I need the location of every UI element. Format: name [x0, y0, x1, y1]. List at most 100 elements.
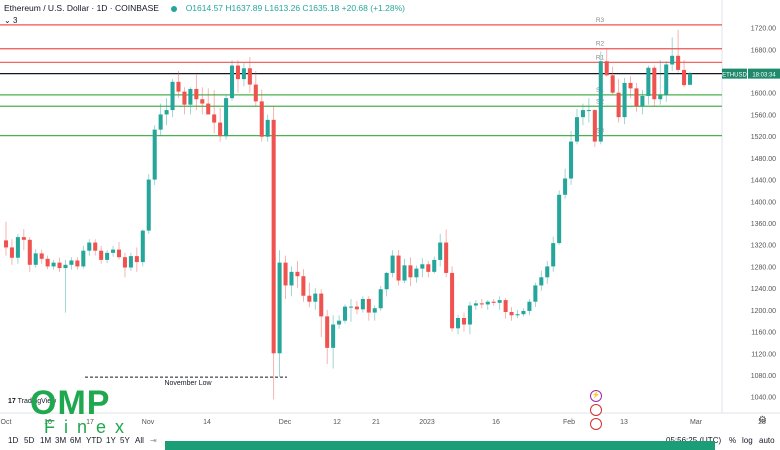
- logo-bottom-text: Finex: [44, 417, 134, 437]
- candle-body: [539, 277, 544, 286]
- candle-body: [527, 301, 532, 311]
- auto-scale-toggle[interactable]: auto: [759, 436, 775, 445]
- candle-body: [343, 306, 348, 321]
- candle-body: [229, 65, 235, 99]
- candle-body: [188, 88, 193, 105]
- settings-gear-icon[interactable]: ⚙: [758, 415, 767, 426]
- percent-scale-toggle[interactable]: %: [729, 436, 737, 445]
- x-tick-label: 21: [372, 419, 380, 426]
- candle-body: [51, 262, 56, 267]
- indicator-count: 3: [12, 16, 18, 25]
- candle-body: [580, 110, 585, 118]
- candle-body: [277, 262, 282, 354]
- candle-body: [497, 300, 502, 303]
- candle-body: [461, 318, 467, 325]
- candle-body: [194, 88, 199, 100]
- y-tick-label: 1280.00: [751, 264, 776, 271]
- timeframe-5y[interactable]: 5Y: [120, 436, 130, 445]
- x-tick-label: 25: [758, 419, 766, 426]
- candle-body: [444, 242, 449, 273]
- candle-body: [432, 259, 437, 272]
- log-scale-toggle[interactable]: log: [742, 436, 753, 445]
- y-tick-label: 1560.00: [751, 112, 776, 119]
- timeframe-1m[interactable]: 1M: [40, 436, 52, 445]
- candle-body: [450, 272, 455, 329]
- indicators-toggle[interactable]: ⌄ 3: [4, 16, 17, 25]
- candle-body: [218, 122, 223, 137]
- y-tick-label: 1440.00: [751, 178, 776, 185]
- date-range-icon[interactable]: ⇥: [150, 436, 157, 445]
- event-markers: ⚡: [590, 388, 602, 432]
- candle-body: [253, 84, 258, 102]
- timeframe-5d[interactable]: 5D: [24, 436, 35, 445]
- last-price-symbol-tag: [722, 68, 747, 79]
- candle-body: [676, 55, 681, 70]
- y-tick-label: 1720.00: [751, 26, 776, 33]
- candle-body: [337, 320, 342, 325]
- candle-body: [313, 293, 318, 302]
- candle-body: [140, 230, 145, 263]
- candle-body: [45, 258, 50, 267]
- logo-top-text: OMP: [30, 384, 111, 422]
- price-chart[interactable]: 1040.00 1080.00 1120.00 1160.00 1200.00 1240.…: [0, 0, 780, 433]
- candle-body: [295, 271, 300, 277]
- candle-body: [414, 268, 419, 278]
- y-tick-label: 1160.00: [751, 330, 776, 337]
- candle-body: [307, 295, 312, 302]
- chart-header: Ethereum / U.S. Dollar · 1D · COINBASE O…: [4, 3, 405, 13]
- last-price-countdown: 18:03:34: [752, 73, 776, 79]
- omp-finex-logo: OMP Finex: [30, 384, 134, 437]
- candle-body: [134, 256, 139, 263]
- candle-body: [75, 260, 80, 267]
- candle-body: [122, 257, 127, 268]
- candle-body: [289, 271, 294, 286]
- x-tick-label: 13: [620, 419, 628, 426]
- pivot-label-r1: R1: [596, 54, 605, 61]
- candle-body: [176, 81, 181, 92]
- candle-body: [366, 299, 371, 313]
- utc-clock[interactable]: 05:56:25 (UTC): [666, 436, 721, 445]
- timeframe-3m[interactable]: 3M: [55, 436, 67, 445]
- y-tick-label: 1040.00: [751, 395, 776, 402]
- candle-body: [485, 301, 490, 305]
- candle-body: [682, 69, 687, 86]
- candle-body: [640, 95, 645, 107]
- lightning-event-icon[interactable]: ⚡: [590, 390, 602, 402]
- timeframe-6m[interactable]: 6M: [70, 436, 82, 445]
- candle-body: [69, 260, 74, 265]
- candle-body: [224, 98, 229, 137]
- candle-body: [551, 243, 556, 267]
- us-flag-event-icon[interactable]: [590, 418, 602, 430]
- candle-body: [378, 289, 383, 309]
- tradingview-logo: 17 TradingView: [8, 398, 56, 405]
- bottom-accent-bar: [165, 441, 715, 450]
- candle-body: [479, 303, 484, 305]
- candle-body: [259, 101, 264, 137]
- candle-body: [9, 247, 14, 258]
- candle-body: [301, 276, 306, 296]
- candle-body: [164, 110, 169, 115]
- candle-body: [521, 310, 526, 315]
- candle-body: [658, 94, 663, 100]
- us-flag-event-icon[interactable]: [590, 404, 602, 416]
- candle-body: [515, 314, 520, 316]
- candle-body: [170, 81, 175, 111]
- timeframe-1d[interactable]: 1D: [8, 436, 19, 445]
- timeframe-1y[interactable]: 1Y: [106, 436, 116, 445]
- tradingview-text: TradingView: [17, 398, 57, 405]
- candle-body: [111, 249, 116, 253]
- candle-body: [622, 82, 627, 118]
- candle-body: [247, 68, 252, 85]
- symbol-title[interactable]: Ethereum / U.S. Dollar · 1D · COINBASE: [4, 3, 159, 13]
- candle-body: [283, 262, 288, 286]
- ohlc-values: O1614.57 H1637.89 L1613.26 C1635.18 +20.…: [185, 3, 405, 13]
- november-low-label: November Low: [164, 380, 212, 387]
- candle-body: [360, 299, 365, 310]
- timeframe-ytd[interactable]: YTD: [86, 436, 102, 445]
- timeframe-all[interactable]: All: [135, 436, 144, 445]
- candle-body: [158, 114, 163, 130]
- x-tick-label: Feb: [563, 419, 575, 426]
- last-price-symbol: ETHUSD: [722, 73, 747, 79]
- x-tick-label: 10: [44, 419, 52, 426]
- candle-body: [426, 264, 431, 272]
